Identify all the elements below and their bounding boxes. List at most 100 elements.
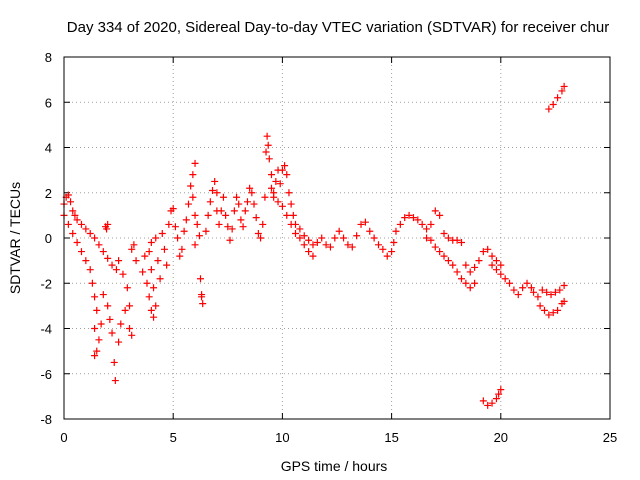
data-point [379, 245, 387, 253]
data-point [281, 162, 289, 170]
data-point [169, 205, 177, 213]
data-point [265, 155, 273, 163]
data-point [392, 227, 400, 235]
data-point [191, 211, 199, 219]
data-point [335, 227, 343, 235]
data-point [143, 279, 151, 287]
data-points [60, 82, 568, 409]
data-point [501, 275, 509, 283]
data-point [128, 245, 136, 253]
data-point [239, 223, 247, 231]
tick-labels: 0 5 10 15 20 25 -8 -6 -4 -2 0 2 4 6 8 [40, 50, 617, 445]
data-point [289, 211, 297, 219]
data-point [278, 166, 286, 174]
data-point [91, 325, 99, 332]
data-point [202, 227, 210, 235]
data-point [108, 261, 116, 269]
data-point [267, 184, 275, 192]
data-point [195, 232, 203, 240]
data-point [263, 132, 271, 140]
data-point [147, 306, 155, 314]
y-axis-label: SDTVAR / TECUs [7, 182, 23, 294]
data-point [457, 239, 465, 247]
data-point [453, 268, 461, 276]
data-point [405, 211, 413, 219]
data-point [104, 220, 112, 228]
data-point [103, 225, 111, 233]
data-point [254, 229, 262, 237]
data-point [497, 386, 505, 394]
data-point [423, 225, 431, 233]
y-tick-label: -6 [40, 367, 52, 382]
data-point [252, 214, 260, 222]
data-point [108, 329, 116, 337]
x-tick-label: 0 [60, 430, 67, 445]
data-point [99, 291, 107, 299]
data-point [160, 245, 168, 253]
data-point [82, 257, 90, 265]
data-point [126, 325, 134, 332]
data-point [69, 229, 77, 237]
data-point [495, 390, 503, 398]
data-point [178, 245, 186, 253]
data-point [209, 186, 217, 194]
data-point [182, 216, 190, 224]
data-point [171, 223, 179, 231]
data-point [77, 220, 85, 228]
data-point [150, 313, 158, 321]
data-point [530, 288, 538, 296]
data-point [554, 306, 562, 314]
data-point [274, 198, 282, 206]
data-point [551, 288, 559, 296]
data-point [353, 232, 361, 240]
data-point [366, 227, 374, 235]
data-point [213, 189, 221, 197]
plot-frame [63, 56, 611, 420]
data-point [259, 220, 267, 228]
data-point [272, 177, 280, 185]
data-point [370, 234, 378, 242]
chart-title: Day 334 of 2020, Sidereal Day-to-day VTE… [67, 19, 609, 36]
data-point [222, 211, 230, 219]
data-point [139, 268, 147, 276]
data-point [246, 184, 254, 192]
data-point [154, 257, 162, 265]
data-point [147, 266, 155, 274]
data-point [278, 202, 286, 210]
data-point [427, 236, 435, 244]
data-point [549, 309, 557, 317]
data-point [427, 220, 435, 228]
data-point [110, 358, 118, 366]
data-point [91, 234, 99, 242]
data-point [292, 229, 300, 237]
data-point [248, 189, 256, 197]
data-point [82, 225, 90, 233]
data-point [191, 159, 199, 167]
data-point [95, 336, 103, 344]
x-tick-label: 20 [494, 430, 508, 445]
data-point [488, 252, 496, 260]
data-point [119, 270, 127, 278]
data-point [217, 207, 225, 215]
data-point [184, 200, 192, 208]
data-point [479, 248, 487, 256]
data-point [547, 291, 555, 299]
data-point [488, 261, 496, 269]
data-point [309, 252, 317, 260]
data-point [409, 214, 417, 222]
y-tick-label: 2 [45, 186, 52, 201]
data-point [283, 171, 291, 179]
data-point [104, 254, 112, 262]
data-point [418, 220, 426, 228]
data-point [436, 248, 444, 256]
data-point [414, 216, 422, 224]
data-point [235, 200, 243, 208]
data-point [141, 252, 149, 260]
data-point [224, 223, 232, 231]
data-point [257, 234, 265, 242]
data-point [187, 182, 195, 190]
data-point [130, 241, 138, 249]
data-point [73, 239, 81, 247]
data-point [484, 245, 492, 253]
data-point [556, 286, 564, 294]
